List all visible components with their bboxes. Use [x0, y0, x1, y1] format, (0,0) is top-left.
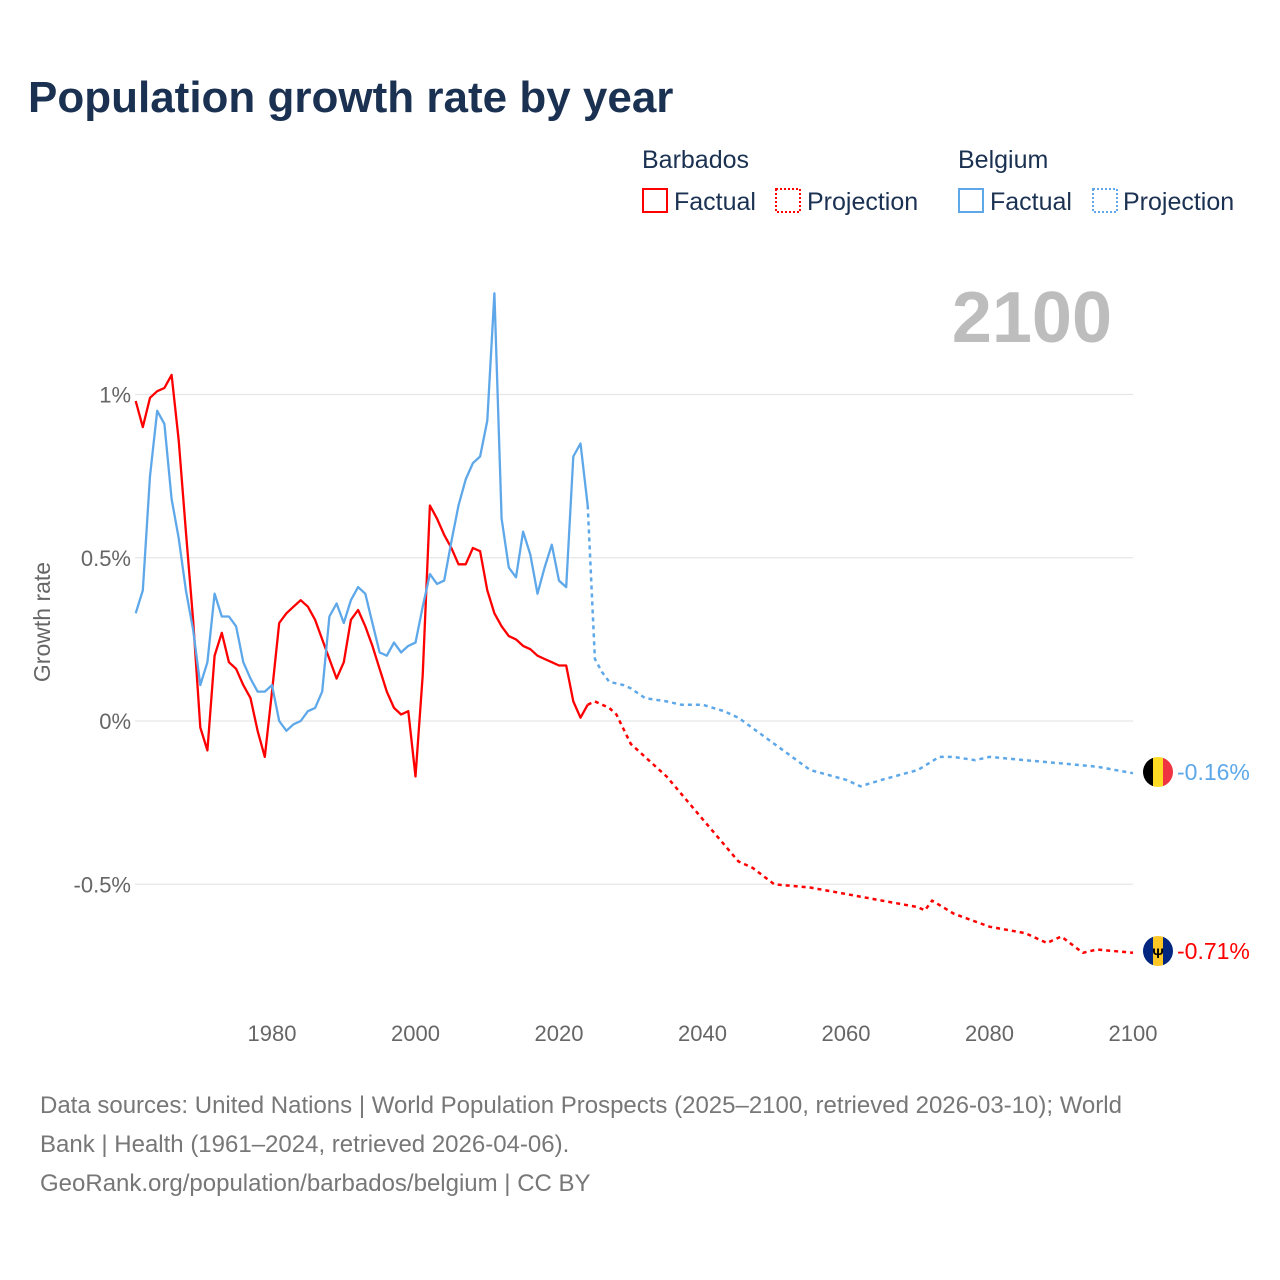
y-tick-label: -0.5%	[74, 872, 131, 897]
source-link[interactable]: GeoRank.org/population/barbados/belgium …	[40, 1170, 591, 1197]
x-tick-label: 1980	[248, 1021, 297, 1046]
barbados-factual-line	[134, 373, 589, 778]
x-tick-label: 2060	[822, 1021, 871, 1046]
x-tick-label: 2000	[391, 1021, 440, 1046]
legend-group-barbados: Barbados	[642, 146, 749, 174]
belgium-end-value: -0.16%	[1177, 759, 1250, 785]
legend: Barbados Factual Projection Belgium Fact…	[642, 146, 1234, 216]
current-year-label: 2100	[952, 278, 1112, 358]
legend-barbados-factual[interactable]: Factual	[674, 188, 756, 216]
legend-swatch-barbados-factual	[642, 188, 668, 213]
x-tick-label: 2040	[678, 1021, 727, 1046]
belgium-projection-line	[586, 505, 1134, 788]
legend-barbados-projection[interactable]: Projection	[807, 188, 918, 216]
legend-group-belgium: Belgium	[958, 146, 1048, 174]
belgium-flag-icon	[1143, 757, 1173, 787]
chart-title: Population growth rate by year	[28, 73, 673, 122]
y-tick-label: 0%	[99, 709, 131, 734]
barbados-end-marker: Ψ -0.71%	[1143, 936, 1250, 966]
legend-belgium-factual[interactable]: Factual	[990, 188, 1072, 216]
belgium-factual-line	[134, 292, 589, 732]
source-line-1: Data sources: United Nations | World Pop…	[40, 1092, 1122, 1119]
x-tick-label: 2080	[965, 1021, 1014, 1046]
svg-text:Ψ: Ψ	[1152, 945, 1163, 961]
y-tick-label: 0.5%	[81, 546, 131, 571]
barbados-flag-icon: Ψ	[1143, 936, 1173, 966]
barbados-projection-line	[587, 700, 1134, 955]
legend-swatch-barbados-projection	[775, 188, 801, 213]
legend-belgium-projection[interactable]: Projection	[1123, 188, 1234, 216]
belgium-end-marker: -0.16%	[1143, 757, 1250, 787]
y-axis-label: Growth rate	[29, 562, 55, 682]
x-tick-label: 2100	[1109, 1021, 1158, 1046]
x-tick-label: 2020	[535, 1021, 584, 1046]
sources: Data sources: United Nations | World Pop…	[40, 1092, 1122, 1197]
y-tick-label: 1%	[99, 383, 131, 408]
source-line-2: Bank | Health (1961–2024, retrieved 2026…	[40, 1131, 569, 1158]
legend-swatch-belgium-projection	[1092, 188, 1118, 213]
legend-swatch-belgium-factual	[958, 188, 984, 213]
barbados-end-value: -0.71%	[1177, 938, 1250, 964]
